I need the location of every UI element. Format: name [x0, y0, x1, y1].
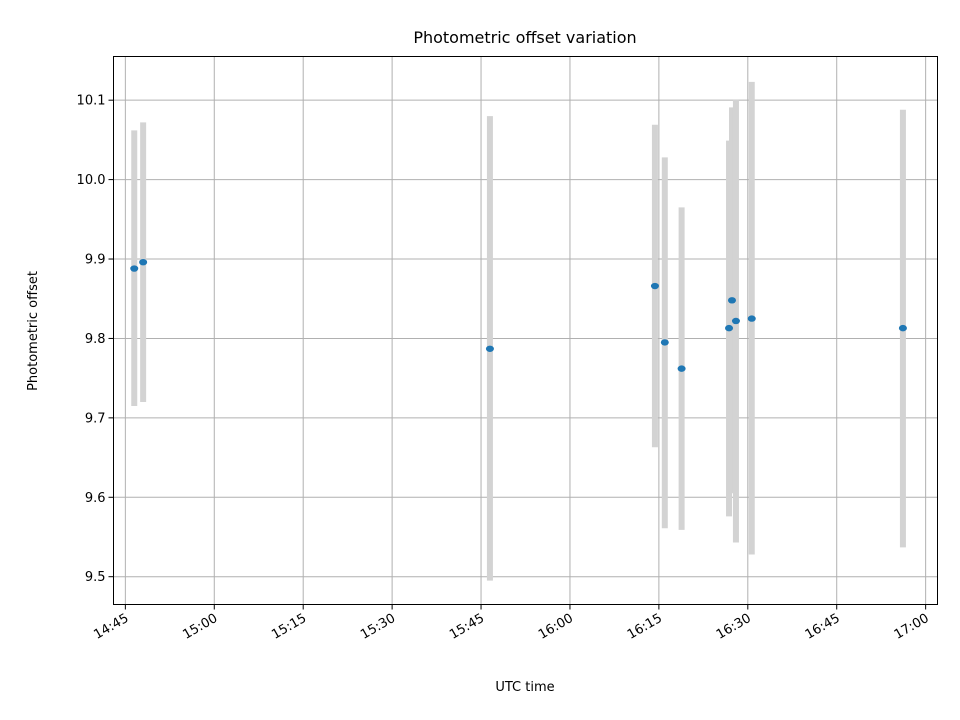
data-point: [727, 297, 736, 304]
x-tick-label: 16:45: [803, 611, 843, 643]
x-axis-ticks: 14:45 15:00 15:15 15:30 15:45 16:00 16:15 16:30…: [91, 604, 932, 643]
data-points: [130, 258, 907, 372]
x-tick-label: 17:00: [892, 611, 932, 643]
x-tick-label: 15:30: [358, 611, 398, 643]
grid: [113, 56, 938, 605]
x-axis-label: UTC time: [495, 680, 554, 695]
x-tick-label: 16:15: [625, 611, 665, 643]
data-point: [130, 265, 139, 272]
data-point: [731, 317, 740, 325]
data-point: [485, 345, 494, 352]
error-bars: [131, 81, 906, 581]
data-point: [898, 324, 907, 332]
data-point: [725, 324, 734, 332]
x-tick-label: 15:45: [447, 611, 487, 643]
y-tick-label: 9.6: [85, 491, 106, 506]
data-point: [660, 339, 669, 346]
data-point: [650, 282, 659, 290]
chart-title: Photometric offset variation: [413, 28, 636, 47]
y-tick-label: 9.8: [85, 332, 106, 347]
y-tick-label: 9.5: [85, 570, 106, 585]
data-point: [747, 315, 756, 322]
y-tick-label: 10.0: [77, 173, 106, 188]
y-axis-ticks: 9.5 9.6 9.7 9.8 9.9 10.0 10.1: [77, 94, 114, 585]
data-point: [677, 365, 686, 372]
y-tick-label: 9.7: [85, 411, 106, 426]
x-tick-label: 16:30: [714, 611, 754, 643]
data-point: [139, 258, 148, 266]
y-tick-label: 9.9: [85, 253, 106, 268]
x-tick-label: 15:00: [180, 611, 220, 643]
x-tick-label: 15:15: [269, 611, 309, 643]
y-tick-label: 10.1: [77, 94, 106, 109]
plot-frame: [113, 56, 938, 605]
x-tick-label: 14:45: [91, 611, 131, 643]
y-axis-label: Photometric offset: [26, 271, 41, 391]
x-tick-label: 16:00: [536, 611, 576, 643]
